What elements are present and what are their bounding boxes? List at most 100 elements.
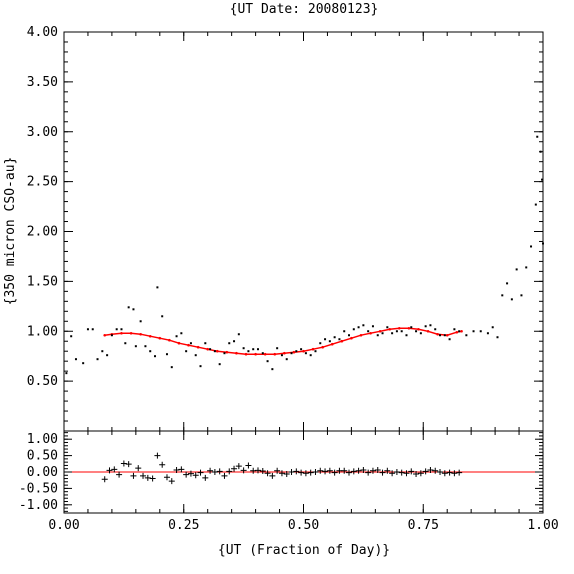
data-point <box>266 360 269 363</box>
x-tick-label: 0.00 <box>48 518 79 533</box>
residual-point <box>456 469 463 476</box>
residual-point <box>355 467 362 474</box>
residual-point <box>389 470 396 477</box>
data-point <box>410 326 413 329</box>
residual-point <box>149 475 156 482</box>
data-point <box>185 350 188 353</box>
data-point <box>376 334 379 337</box>
residual-y-tick-label: -0.50 <box>19 481 58 496</box>
data-point <box>290 352 293 355</box>
residual-point <box>216 468 223 475</box>
residual-point <box>369 467 376 474</box>
fit-point <box>168 338 171 342</box>
data-point <box>70 335 73 338</box>
data-point <box>101 350 104 353</box>
residual-point <box>346 469 353 476</box>
data-point <box>175 335 178 338</box>
fit-curve <box>103 326 463 356</box>
data-point <box>115 328 118 331</box>
main-y-axis: 0.50 1.00 1.50 2.00 2.50 3.00 3.50 4.00 <box>27 25 543 432</box>
fit-point <box>417 327 420 331</box>
fit-point <box>120 331 123 335</box>
data-point <box>180 332 183 335</box>
data-point <box>458 330 461 333</box>
residual-point <box>393 469 400 475</box>
fit-point <box>350 336 353 340</box>
data-point <box>96 358 99 361</box>
data-point <box>213 350 216 353</box>
residual-point <box>288 469 295 475</box>
fit-point <box>158 336 162 340</box>
data-point <box>465 334 468 337</box>
data-point <box>419 332 422 335</box>
data-point <box>472 330 475 333</box>
data-point <box>536 135 539 138</box>
residual-point <box>183 471 190 478</box>
fit-point <box>455 330 459 334</box>
data-point <box>525 266 528 269</box>
residual-point <box>278 470 285 477</box>
data-point <box>304 352 307 355</box>
data-point <box>271 368 274 371</box>
residual-point <box>120 460 127 467</box>
data-point <box>328 340 331 343</box>
data-point <box>74 358 77 361</box>
residual-point <box>413 470 420 477</box>
data-point <box>199 365 202 368</box>
data-point <box>429 324 432 327</box>
fit-point <box>235 351 238 355</box>
fit-point <box>129 331 133 335</box>
residual-point <box>384 467 391 474</box>
residual-point <box>235 463 242 470</box>
residual-point <box>254 467 261 474</box>
residual-point <box>312 469 319 475</box>
residual-point <box>202 474 209 481</box>
fit-point <box>359 333 363 337</box>
data-point <box>242 347 245 350</box>
data-point <box>237 333 240 336</box>
residual-point <box>101 476 108 483</box>
residual-y-tick-label: 1.00 <box>27 432 58 447</box>
y-axis-title: {350 micron CSO-au} <box>3 157 18 306</box>
fit-point <box>378 329 382 333</box>
fit-point <box>407 326 411 330</box>
residual-point <box>379 469 386 476</box>
data-point <box>352 328 355 331</box>
y-tick-label: 4.00 <box>27 25 58 40</box>
data-point <box>333 336 336 339</box>
residual-point <box>168 478 175 485</box>
fit-point <box>460 329 463 333</box>
data-point <box>491 326 494 329</box>
data-point <box>415 330 418 333</box>
residual-point <box>437 469 444 475</box>
main-x-axis-ticks <box>63 32 544 431</box>
fit-curve-line <box>104 327 462 355</box>
data-point <box>343 330 346 333</box>
residual-point <box>293 468 300 475</box>
fit-point <box>388 327 392 331</box>
data-point <box>319 342 322 345</box>
data-point <box>139 320 142 323</box>
y-tick-label: 0.50 <box>27 374 58 389</box>
residual-point <box>197 469 204 476</box>
fit-point <box>340 339 344 343</box>
residual-point <box>144 474 151 481</box>
data-point <box>204 342 207 345</box>
residual-point <box>341 467 348 474</box>
residual-y-tick-label: 0.00 <box>27 465 58 480</box>
data-point <box>362 324 365 327</box>
residual-point <box>365 469 372 476</box>
fit-point <box>206 347 209 351</box>
data-point <box>391 332 394 335</box>
data-point <box>395 330 398 333</box>
residual-point <box>154 452 161 459</box>
data-point <box>218 363 221 366</box>
residual-plot-panel: -1.00-0.500.000.501.00 0.00 0.25 0.50 0.75 1… <box>19 430 559 533</box>
data-point <box>189 342 192 345</box>
data-point <box>65 372 68 375</box>
residual-point <box>350 468 357 475</box>
data-point <box>324 338 327 341</box>
data-point <box>381 332 384 335</box>
fit-point <box>369 331 372 335</box>
data-point <box>154 355 157 358</box>
